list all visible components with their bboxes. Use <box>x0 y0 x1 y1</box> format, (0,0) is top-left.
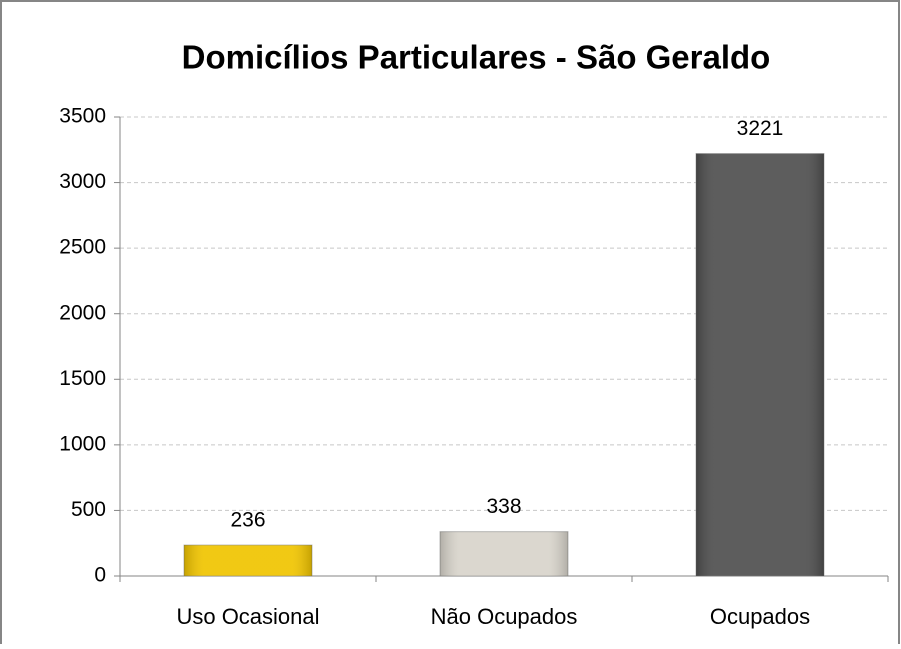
x-tick-label: Uso Ocasional <box>176 604 319 629</box>
y-tick-label: 2000 <box>59 301 106 324</box>
chart-title: Domicílios Particulares - São Geraldo <box>182 39 771 76</box>
bar <box>439 531 569 577</box>
bar <box>183 544 313 577</box>
y-tick-label: 500 <box>71 498 106 521</box>
bar <box>695 153 825 577</box>
y-tick-label: 2500 <box>59 236 106 259</box>
y-tick-label: 1500 <box>59 367 106 390</box>
data-label: 236 <box>230 509 265 532</box>
data-label: 338 <box>486 495 521 518</box>
x-tick-label: Não Ocupados <box>431 604 578 629</box>
y-tick-label: 1000 <box>59 432 106 455</box>
y-tick-label: 3500 <box>59 105 106 128</box>
x-tick-label: Ocupados <box>710 604 810 629</box>
data-label: 3221 <box>737 117 784 140</box>
y-tick-label: 0 <box>94 564 106 587</box>
y-tick-label: 3000 <box>59 170 106 193</box>
